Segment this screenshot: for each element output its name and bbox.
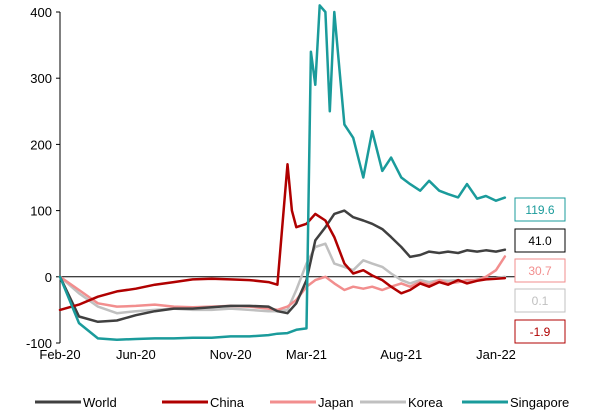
series-lines (58, 4, 507, 341)
series-line-korea (58, 242, 507, 315)
legend-label-japan: Japan (318, 395, 353, 410)
x-tick-label: Jan-22 (476, 347, 516, 362)
end-label-box-china (514, 319, 566, 344)
end-label-china: -1.9 (530, 325, 551, 339)
end-label-box-world (514, 228, 566, 253)
end-label-box-korea (514, 288, 566, 313)
x-tick-label: Feb-20 (39, 347, 80, 362)
y-tick-label: 100 (30, 204, 52, 219)
y-tick-label: 0 (45, 270, 52, 285)
series-line-singapore (58, 4, 507, 341)
x-tick-label: Mar-21 (286, 347, 327, 362)
end-label-world: 41.0 (528, 234, 552, 248)
end-label-box-singapore (514, 197, 566, 222)
end-label-korea: 0.1 (532, 294, 549, 308)
y-tick-label: 200 (30, 137, 52, 152)
legend: World China Japan Korea Singapore (35, 395, 569, 410)
legend-label-world: World (83, 395, 117, 410)
x-tick-label: Nov-20 (210, 347, 252, 362)
y-tick-label: 400 (30, 5, 52, 20)
y-tick-label: -100 (26, 336, 52, 351)
end-labels: 41.0 -1.9 30.7 0.1 119.6 (514, 197, 566, 344)
end-label-japan: 30.7 (528, 264, 552, 278)
series-line-world (58, 209, 507, 324)
legend-label-singapore: Singapore (510, 395, 569, 410)
end-label-box-japan (514, 258, 566, 283)
legend-label-korea: Korea (408, 395, 443, 410)
x-tick-label: Jun-20 (116, 347, 156, 362)
axes: -100 0 100 200 300 400 Feb-20 Jun-20 Nov-20 Mar-2… (26, 5, 516, 362)
end-label-singapore: 119.6 (525, 203, 554, 217)
series-line-china (58, 163, 507, 312)
x-tick-label: Aug-21 (380, 347, 422, 362)
y-tick-label: 300 (30, 71, 52, 86)
legend-label-china: China (210, 395, 245, 410)
